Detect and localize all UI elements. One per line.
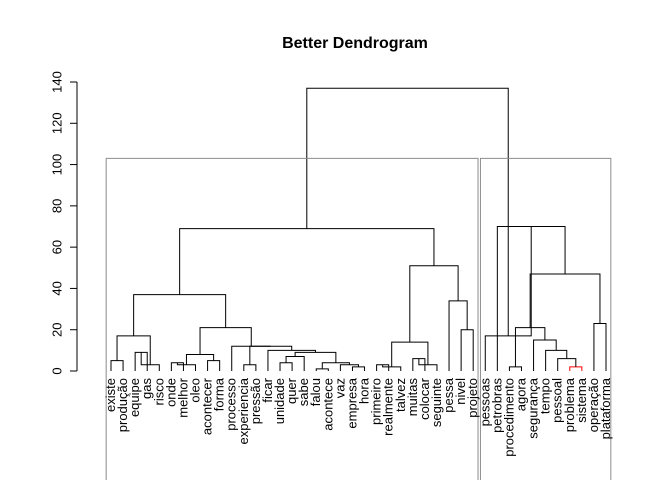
leaf-label: vaz: [332, 378, 347, 398]
dendrogram-branch: [179, 228, 435, 295]
dendrogram-branch: [514, 327, 546, 367]
dendrogram-branch: [279, 362, 293, 371]
dendrogram-branch: [321, 362, 350, 369]
leaf-label: empresa: [344, 377, 359, 428]
dendrogram-branch: [376, 364, 390, 371]
leaf-label: seguinte: [429, 378, 444, 427]
dendrogram-branch: [545, 349, 568, 371]
dendrogram-branch: [593, 323, 607, 371]
dendrogram-branch: [448, 300, 468, 371]
leaf-label: produção: [115, 378, 130, 432]
leaf-label: oleo: [188, 378, 203, 403]
dendrogram-branch: [133, 294, 227, 336]
leaf-label: ficar: [260, 377, 275, 402]
leaf-label: petrobras: [489, 378, 504, 433]
leaf-label: acontece: [320, 378, 335, 431]
dendrogram-branch: [134, 351, 148, 371]
y-tick-label: 20: [49, 322, 64, 336]
y-tick-label: 100: [49, 154, 64, 176]
leaf-label: gas: [139, 378, 154, 399]
leaf-label: melhor: [175, 377, 190, 417]
y-tick-label: 40: [49, 281, 64, 295]
dendrogram-branch: [351, 366, 366, 371]
leaf-label: processo: [224, 378, 239, 431]
y-tick-label: 140: [49, 71, 64, 93]
leaf-label: operação: [586, 378, 601, 432]
leaf-label: talvez: [393, 378, 408, 412]
dendrogram-branch: [569, 366, 583, 371]
leaf-label: primeiro: [369, 378, 384, 425]
leaf-label: pessa: [441, 377, 456, 412]
leaf-label: pressão: [248, 378, 263, 424]
leaf-label: plataforma: [598, 377, 613, 439]
leaf-label: muitas: [405, 378, 420, 417]
leaf-label: falou: [308, 378, 323, 406]
leaf-label: existe: [103, 378, 118, 412]
dendrogram-branch: [533, 339, 557, 371]
dendrogram-branch: [207, 360, 221, 371]
dendrogram-branch: [243, 364, 257, 371]
leaf-label: sabe: [296, 378, 311, 406]
y-tick-label: 0: [49, 367, 64, 374]
y-tick-label: 60: [49, 240, 64, 254]
leaf-label: acontecer: [200, 377, 215, 435]
dendrogram-branch: [185, 353, 215, 365]
dendrogram-branch: [285, 356, 305, 371]
leaf-label: tempo: [538, 378, 553, 414]
dendrogram-branch: [199, 327, 252, 355]
leaf-label: hora: [357, 377, 372, 404]
leaf-label: realmente: [381, 378, 396, 436]
leaf-label: forma: [212, 377, 227, 411]
dendrogram-branch: [460, 329, 474, 371]
leaf-label: risco: [151, 378, 166, 405]
leaf-label: sistema: [574, 377, 589, 423]
leaf-label: experiencia: [236, 377, 251, 444]
y-axis: 0 20 40 60 80 100 120 140: [49, 71, 78, 375]
y-tick-label: 120: [49, 112, 64, 134]
dendrogram-branch: [315, 368, 329, 371]
leaf-label: procedimento: [501, 378, 516, 457]
leaf-label: colocar: [417, 377, 432, 420]
dendrogram-branch: [391, 341, 429, 367]
cluster-rectangle: [479, 157, 612, 480]
dendrogram-branch: [508, 366, 522, 371]
dendrogram-branches: [110, 87, 607, 371]
leaf-label: unidade: [272, 378, 287, 424]
leaf-label: pessoal: [550, 378, 565, 423]
cluster-rectangle: [105, 157, 479, 480]
dendrogram-branch: [529, 273, 601, 328]
leaf-label: quer: [284, 377, 299, 404]
leaf-label: nivel: [453, 378, 468, 405]
leaf-label: pessoas: [477, 378, 492, 427]
dendrogram-branch: [339, 364, 359, 371]
leaf-label: onde: [163, 378, 178, 407]
cluster-rectangles: [105, 157, 612, 480]
leaf-label: projeto: [465, 378, 480, 418]
leaf-label: agora: [513, 377, 528, 411]
dendrogram-branch: [557, 358, 577, 371]
dendrogram-branch: [409, 265, 459, 343]
leaf-label: segurança: [526, 377, 541, 438]
leaf-label: equipe: [127, 378, 142, 417]
dendrogram-branch: [249, 345, 293, 365]
dendrogram-branch: [294, 351, 337, 363]
dendrogram-branch: [231, 345, 271, 371]
chart-title: Better Dendrogram: [282, 35, 428, 52]
leaf-label: problema: [562, 377, 577, 432]
dendrogram-branch: [110, 360, 124, 371]
y-tick-label: 80: [49, 199, 64, 213]
leaf-labels: existeproduçãoequipegasriscoondemelhorol…: [103, 377, 613, 457]
